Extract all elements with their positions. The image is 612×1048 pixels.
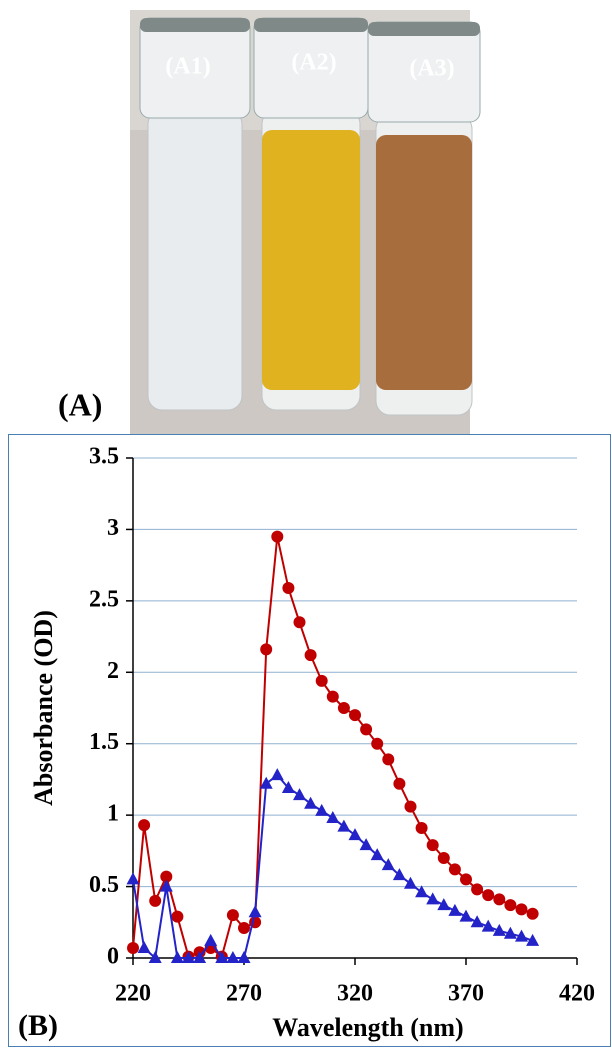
marker bbox=[349, 709, 361, 722]
marker bbox=[459, 909, 473, 922]
marker bbox=[460, 873, 472, 886]
y-tick-label: 0 bbox=[107, 944, 119, 970]
marker bbox=[526, 907, 539, 920]
marker bbox=[304, 649, 317, 662]
marker bbox=[492, 923, 506, 936]
marker bbox=[281, 781, 295, 793]
marker bbox=[392, 868, 406, 881]
marker bbox=[282, 582, 295, 594]
marker bbox=[182, 951, 195, 963]
marker bbox=[370, 848, 384, 861]
marker bbox=[470, 915, 484, 928]
series-line bbox=[132, 773, 533, 960]
x-tick-label: 420 bbox=[559, 981, 595, 1007]
marker bbox=[481, 919, 495, 932]
marker bbox=[171, 910, 184, 923]
marker bbox=[215, 951, 229, 963]
vial bbox=[147, 109, 243, 411]
marker bbox=[304, 796, 318, 809]
marker bbox=[315, 803, 329, 816]
marker bbox=[193, 951, 207, 963]
marker bbox=[137, 941, 151, 953]
vial-label: (A2) bbox=[291, 50, 336, 76]
marker bbox=[382, 753, 395, 766]
marker bbox=[426, 892, 440, 905]
marker bbox=[448, 863, 461, 876]
marker bbox=[371, 737, 384, 750]
marker bbox=[448, 903, 462, 916]
marker bbox=[159, 879, 173, 892]
marker bbox=[493, 893, 506, 906]
marker bbox=[170, 951, 184, 963]
marker bbox=[259, 776, 273, 789]
marker bbox=[293, 616, 306, 629]
chart-frame bbox=[8, 434, 611, 1047]
marker bbox=[393, 777, 406, 790]
marker bbox=[127, 942, 139, 954]
panel-label: (B) bbox=[18, 1009, 58, 1042]
marker bbox=[471, 883, 484, 896]
panel-label: (A) bbox=[58, 386, 102, 422]
series-line bbox=[132, 536, 533, 959]
marker bbox=[315, 674, 328, 687]
marker bbox=[381, 858, 395, 871]
marker bbox=[415, 885, 429, 898]
y-tick-label: 0.5 bbox=[89, 872, 119, 898]
marker bbox=[515, 903, 528, 916]
marker bbox=[326, 811, 340, 823]
marker bbox=[260, 643, 273, 656]
marker bbox=[360, 723, 373, 736]
marker bbox=[482, 889, 495, 902]
marker bbox=[515, 929, 528, 942]
marker bbox=[359, 838, 373, 851]
y-tick-label: 1 bbox=[107, 801, 119, 827]
marker bbox=[348, 828, 362, 841]
marker bbox=[337, 819, 351, 832]
marker bbox=[426, 839, 439, 852]
marker bbox=[404, 800, 417, 813]
x-tick-label: 220 bbox=[115, 981, 151, 1007]
marker bbox=[437, 898, 451, 911]
x-tick-label: 270 bbox=[226, 981, 262, 1007]
y-tick-label: 3 bbox=[107, 515, 119, 541]
marker bbox=[138, 819, 151, 832]
marker bbox=[415, 822, 428, 834]
y-tick-label: 2.5 bbox=[89, 586, 119, 612]
marker bbox=[504, 899, 517, 912]
marker bbox=[503, 926, 517, 939]
marker bbox=[337, 702, 350, 714]
marker bbox=[149, 894, 162, 907]
photo: (A1) (A2) (A3) (A) bbox=[58, 10, 481, 435]
x-tick-label: 370 bbox=[448, 981, 484, 1007]
marker bbox=[126, 872, 140, 885]
x-axis-title: Wavelength (nm) bbox=[272, 1013, 463, 1042]
marker bbox=[293, 788, 306, 801]
marker bbox=[404, 876, 417, 889]
marker bbox=[271, 530, 284, 543]
marker bbox=[226, 951, 240, 963]
marker bbox=[226, 909, 239, 922]
marker bbox=[238, 922, 250, 934]
marker bbox=[237, 951, 251, 963]
y-tick-label: 2 bbox=[107, 658, 119, 684]
marker bbox=[160, 870, 173, 883]
marker bbox=[248, 905, 262, 918]
vial-label: (A3) bbox=[409, 56, 454, 82]
y-tick-label: 1.5 bbox=[89, 729, 119, 755]
y-axis-title: Absorbance (OD) bbox=[29, 610, 58, 806]
y-tick-label: 3.5 bbox=[89, 444, 119, 470]
marker bbox=[204, 933, 218, 946]
marker bbox=[437, 852, 450, 864]
x-tick-label: 320 bbox=[337, 981, 373, 1007]
marker bbox=[148, 951, 162, 963]
marker bbox=[526, 933, 540, 946]
marker bbox=[270, 768, 284, 781]
marker bbox=[326, 690, 339, 703]
chart: Absorbance (OD) Wavelength (nm) (B) 0 0.5… bbox=[18, 444, 595, 1042]
vial-label: (A1) bbox=[165, 54, 210, 80]
